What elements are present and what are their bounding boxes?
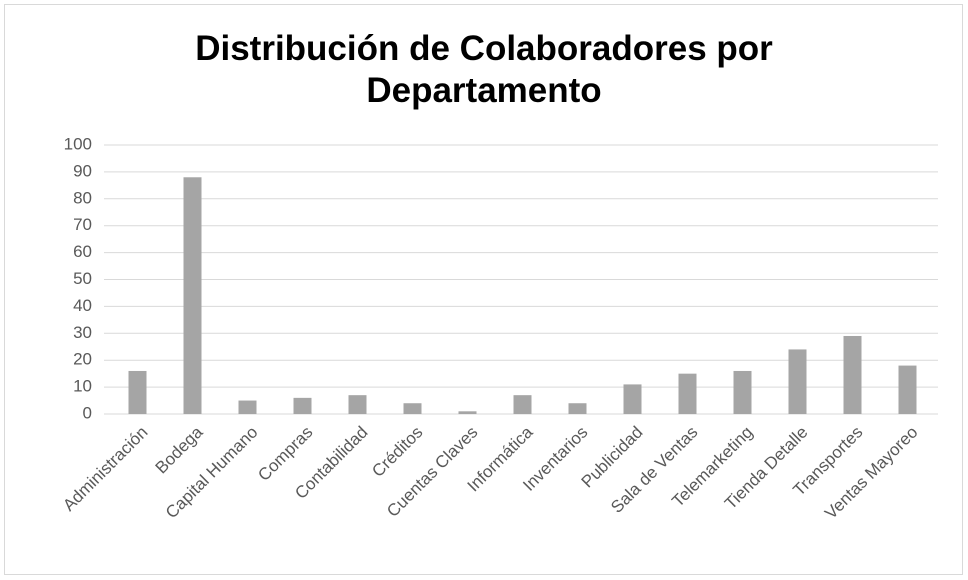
bar (128, 370, 147, 414)
bar (293, 397, 312, 414)
y-tick-label: 30 (73, 323, 92, 342)
chart-title: Distribución de Colaboradores por Depart… (195, 29, 773, 110)
y-tick-label: 10 (73, 377, 92, 396)
bar (843, 335, 862, 414)
bar (568, 403, 587, 414)
y-tick-label: 90 (73, 161, 92, 180)
bar (238, 400, 257, 414)
y-tick-label: 40 (73, 296, 92, 315)
y-tick-label: 50 (73, 269, 92, 288)
bar (623, 384, 642, 414)
bar (733, 370, 752, 414)
y-tick-label: 20 (73, 350, 92, 369)
bar (788, 349, 807, 414)
bar (898, 365, 917, 414)
y-tick-label: 80 (73, 188, 92, 207)
bar (513, 395, 532, 414)
chart-border (4, 4, 963, 575)
y-tick-label: 100 (64, 134, 92, 153)
bar (403, 403, 422, 414)
bar (458, 411, 477, 414)
y-tick-label: 60 (73, 242, 92, 261)
bar (678, 373, 697, 414)
y-tick-label: 0 (83, 403, 92, 422)
y-tick-label: 70 (73, 215, 92, 234)
bar (348, 395, 367, 414)
bar (183, 177, 202, 414)
